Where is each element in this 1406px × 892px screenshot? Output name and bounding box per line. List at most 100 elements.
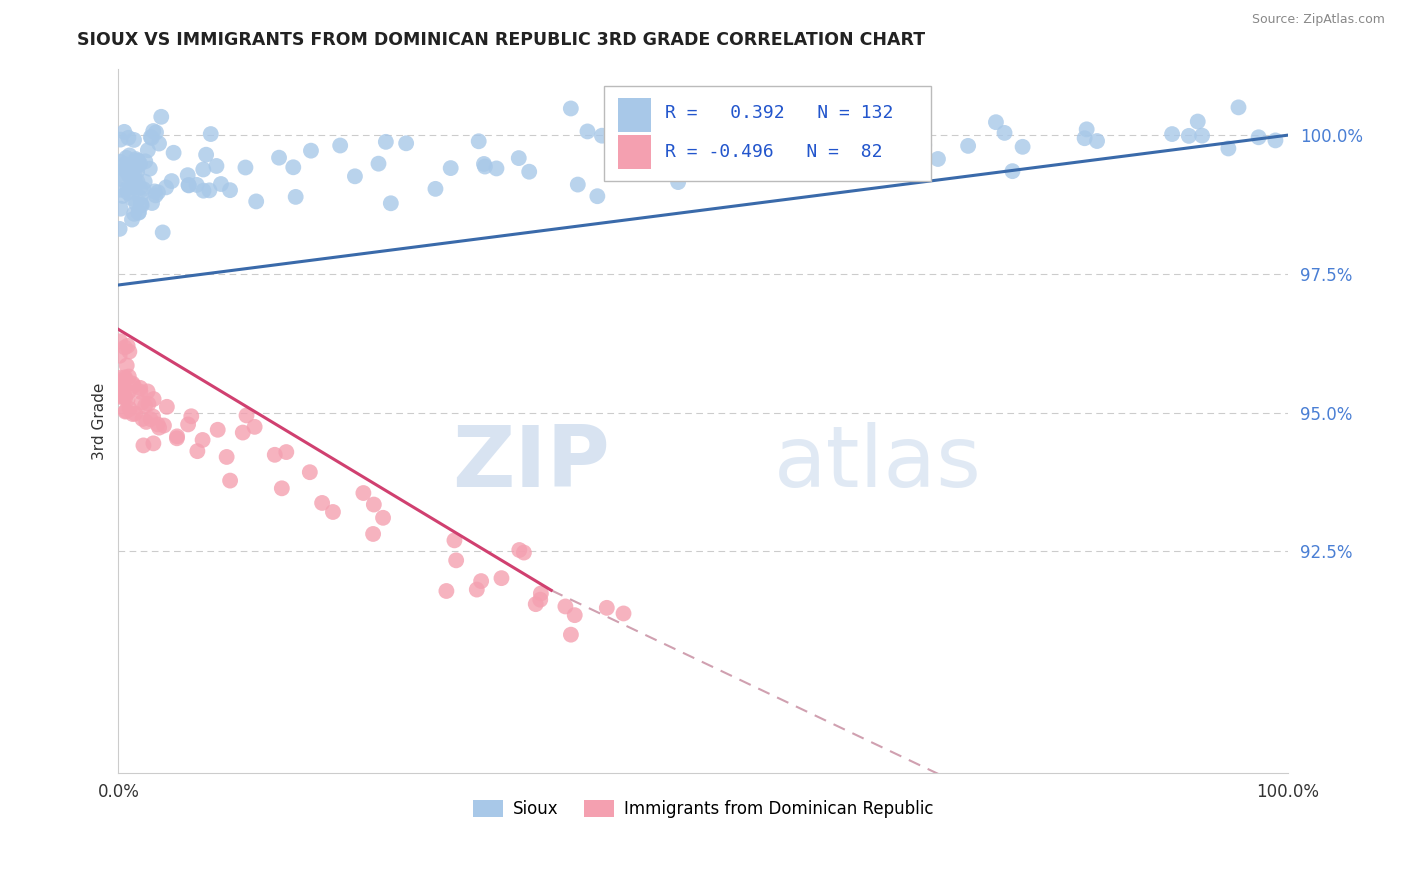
Point xyxy=(121,407,143,421)
Point xyxy=(124,164,146,178)
Point xyxy=(108,385,131,400)
Point xyxy=(591,128,613,143)
Point xyxy=(127,175,149,189)
Point xyxy=(284,190,307,204)
Point xyxy=(243,420,266,434)
Point xyxy=(560,102,582,116)
Point xyxy=(193,162,215,177)
Point xyxy=(166,429,188,443)
Point xyxy=(131,198,153,212)
Point xyxy=(142,409,165,424)
Point xyxy=(440,161,463,175)
Point xyxy=(186,178,208,192)
Point xyxy=(1187,114,1209,128)
Point xyxy=(108,349,131,363)
Point xyxy=(1247,130,1270,145)
Point xyxy=(267,151,290,165)
Point xyxy=(205,159,228,173)
Point xyxy=(127,164,149,178)
Point xyxy=(139,161,162,176)
Point xyxy=(115,359,138,373)
Point xyxy=(191,433,214,447)
FancyBboxPatch shape xyxy=(603,87,931,181)
Point xyxy=(115,404,138,418)
Point xyxy=(129,381,152,395)
Point xyxy=(195,147,218,161)
Point xyxy=(108,168,131,182)
Point xyxy=(118,369,141,384)
Point xyxy=(150,110,173,124)
Point xyxy=(311,496,333,510)
Point xyxy=(630,129,652,144)
Point xyxy=(444,553,467,567)
Point xyxy=(141,131,163,145)
Point xyxy=(110,202,132,216)
Text: Source: ZipAtlas.com: Source: ZipAtlas.com xyxy=(1251,13,1385,27)
Text: R = -0.496   N =  82: R = -0.496 N = 82 xyxy=(665,143,882,161)
Point xyxy=(117,130,139,145)
Point xyxy=(679,119,702,133)
Point xyxy=(121,376,143,391)
FancyBboxPatch shape xyxy=(617,98,651,132)
Point xyxy=(108,389,131,403)
Point xyxy=(145,188,167,202)
Point xyxy=(114,404,136,418)
Point xyxy=(131,395,153,409)
Point xyxy=(166,431,188,445)
Point xyxy=(215,450,238,464)
Point xyxy=(125,152,148,166)
Point xyxy=(1191,128,1213,143)
Point xyxy=(128,205,150,219)
Point xyxy=(136,143,159,157)
Point xyxy=(129,384,152,399)
Text: R =   0.392   N = 132: R = 0.392 N = 132 xyxy=(665,104,893,122)
Point xyxy=(485,161,508,176)
Point xyxy=(270,481,292,495)
Point xyxy=(136,384,159,399)
Point xyxy=(363,498,385,512)
Point xyxy=(114,391,136,405)
Point xyxy=(232,425,254,440)
Point xyxy=(148,136,170,151)
Point xyxy=(118,401,141,416)
Point xyxy=(129,181,152,195)
Point xyxy=(111,189,134,203)
Point xyxy=(124,175,146,189)
Point xyxy=(825,147,848,161)
Point xyxy=(110,390,132,404)
Point xyxy=(108,370,131,384)
Point xyxy=(491,571,513,585)
Point xyxy=(193,184,215,198)
Point xyxy=(367,156,389,170)
Point xyxy=(118,344,141,359)
Point xyxy=(837,131,859,145)
Point xyxy=(828,146,851,161)
Y-axis label: 3rd Grade: 3rd Grade xyxy=(93,383,107,459)
Point xyxy=(530,586,553,600)
Point xyxy=(141,196,163,211)
Point xyxy=(299,144,322,158)
Point xyxy=(108,222,131,236)
Point xyxy=(263,448,285,462)
Point xyxy=(115,161,138,175)
Point xyxy=(177,178,200,193)
Point xyxy=(586,189,609,203)
Point xyxy=(139,412,162,426)
Point xyxy=(162,145,184,160)
Point xyxy=(957,139,980,153)
Point xyxy=(198,183,221,197)
Point xyxy=(146,186,169,200)
Point xyxy=(474,160,496,174)
Point xyxy=(125,196,148,211)
Point xyxy=(142,392,165,406)
Point xyxy=(114,157,136,171)
Point xyxy=(108,384,131,398)
Point xyxy=(112,125,135,139)
Point xyxy=(374,135,396,149)
Point xyxy=(329,138,352,153)
Point xyxy=(122,133,145,147)
Point xyxy=(177,168,200,182)
Point xyxy=(152,226,174,240)
Point xyxy=(912,138,935,153)
Point xyxy=(896,145,918,160)
